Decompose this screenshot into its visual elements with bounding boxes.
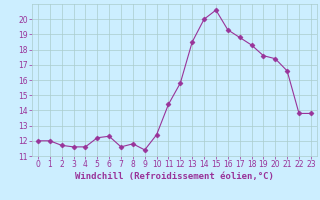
X-axis label: Windchill (Refroidissement éolien,°C): Windchill (Refroidissement éolien,°C)	[75, 172, 274, 181]
